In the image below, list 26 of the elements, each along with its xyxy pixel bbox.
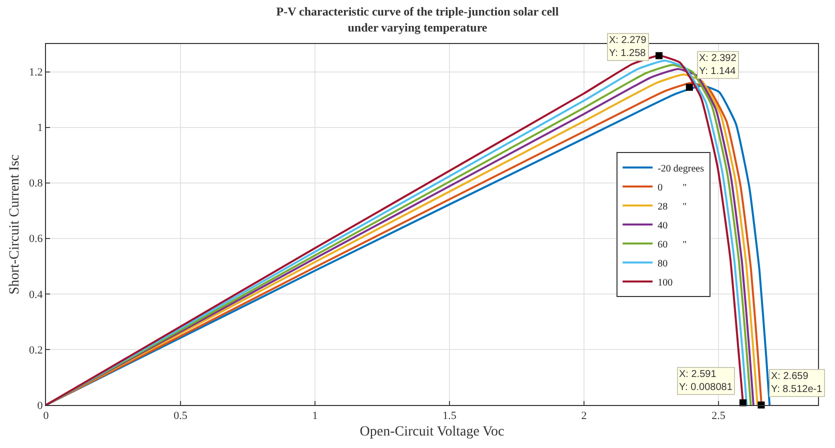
y-tick-label: 0.2 [29,344,43,356]
annotation: X: 2.659 Y: 8.512e-1 [771,371,823,395]
annotation: X: 2.279 Y: 1.258 [609,35,647,59]
x-tick-label: 0.5 [174,410,188,422]
y-tick-label: 0.6 [29,233,44,246]
y-tick-label: 1.2 [29,66,43,79]
legend-label: 80 [658,258,668,270]
legend-label: 40 [658,220,668,232]
y-tick-label: 0 [37,400,44,412]
chart-title: P-V characteristic curve of the triple-junction solar cell under varying temperature [276,4,560,34]
y-tick-label: 0.8 [29,178,44,190]
x-tick-label: 2 [581,410,587,422]
y-tick-label: 1 [37,122,43,134]
legend-label: 28 " [658,201,687,212]
legend-label: 60 " [658,239,687,250]
legend-label: -20 degrees [658,163,704,174]
annotation: X: 2.392 Y: 1.144 [699,53,737,77]
legend-label: 100 [658,277,673,288]
y-tick-label: 0.4 [29,288,44,301]
annotation: X: 2.591 Y: 0.008081 [679,369,733,393]
y-axis-title: Short-Circuit Current Isc [8,154,23,294]
x-axis-title: Open-Circuit Voltage Voc [360,424,504,440]
x-tick-label: 1.5 [442,410,457,422]
legend-label: 0 " [658,182,687,194]
x-tick-label: 2.5 [712,410,726,422]
x-tick-label: 1 [312,410,318,422]
